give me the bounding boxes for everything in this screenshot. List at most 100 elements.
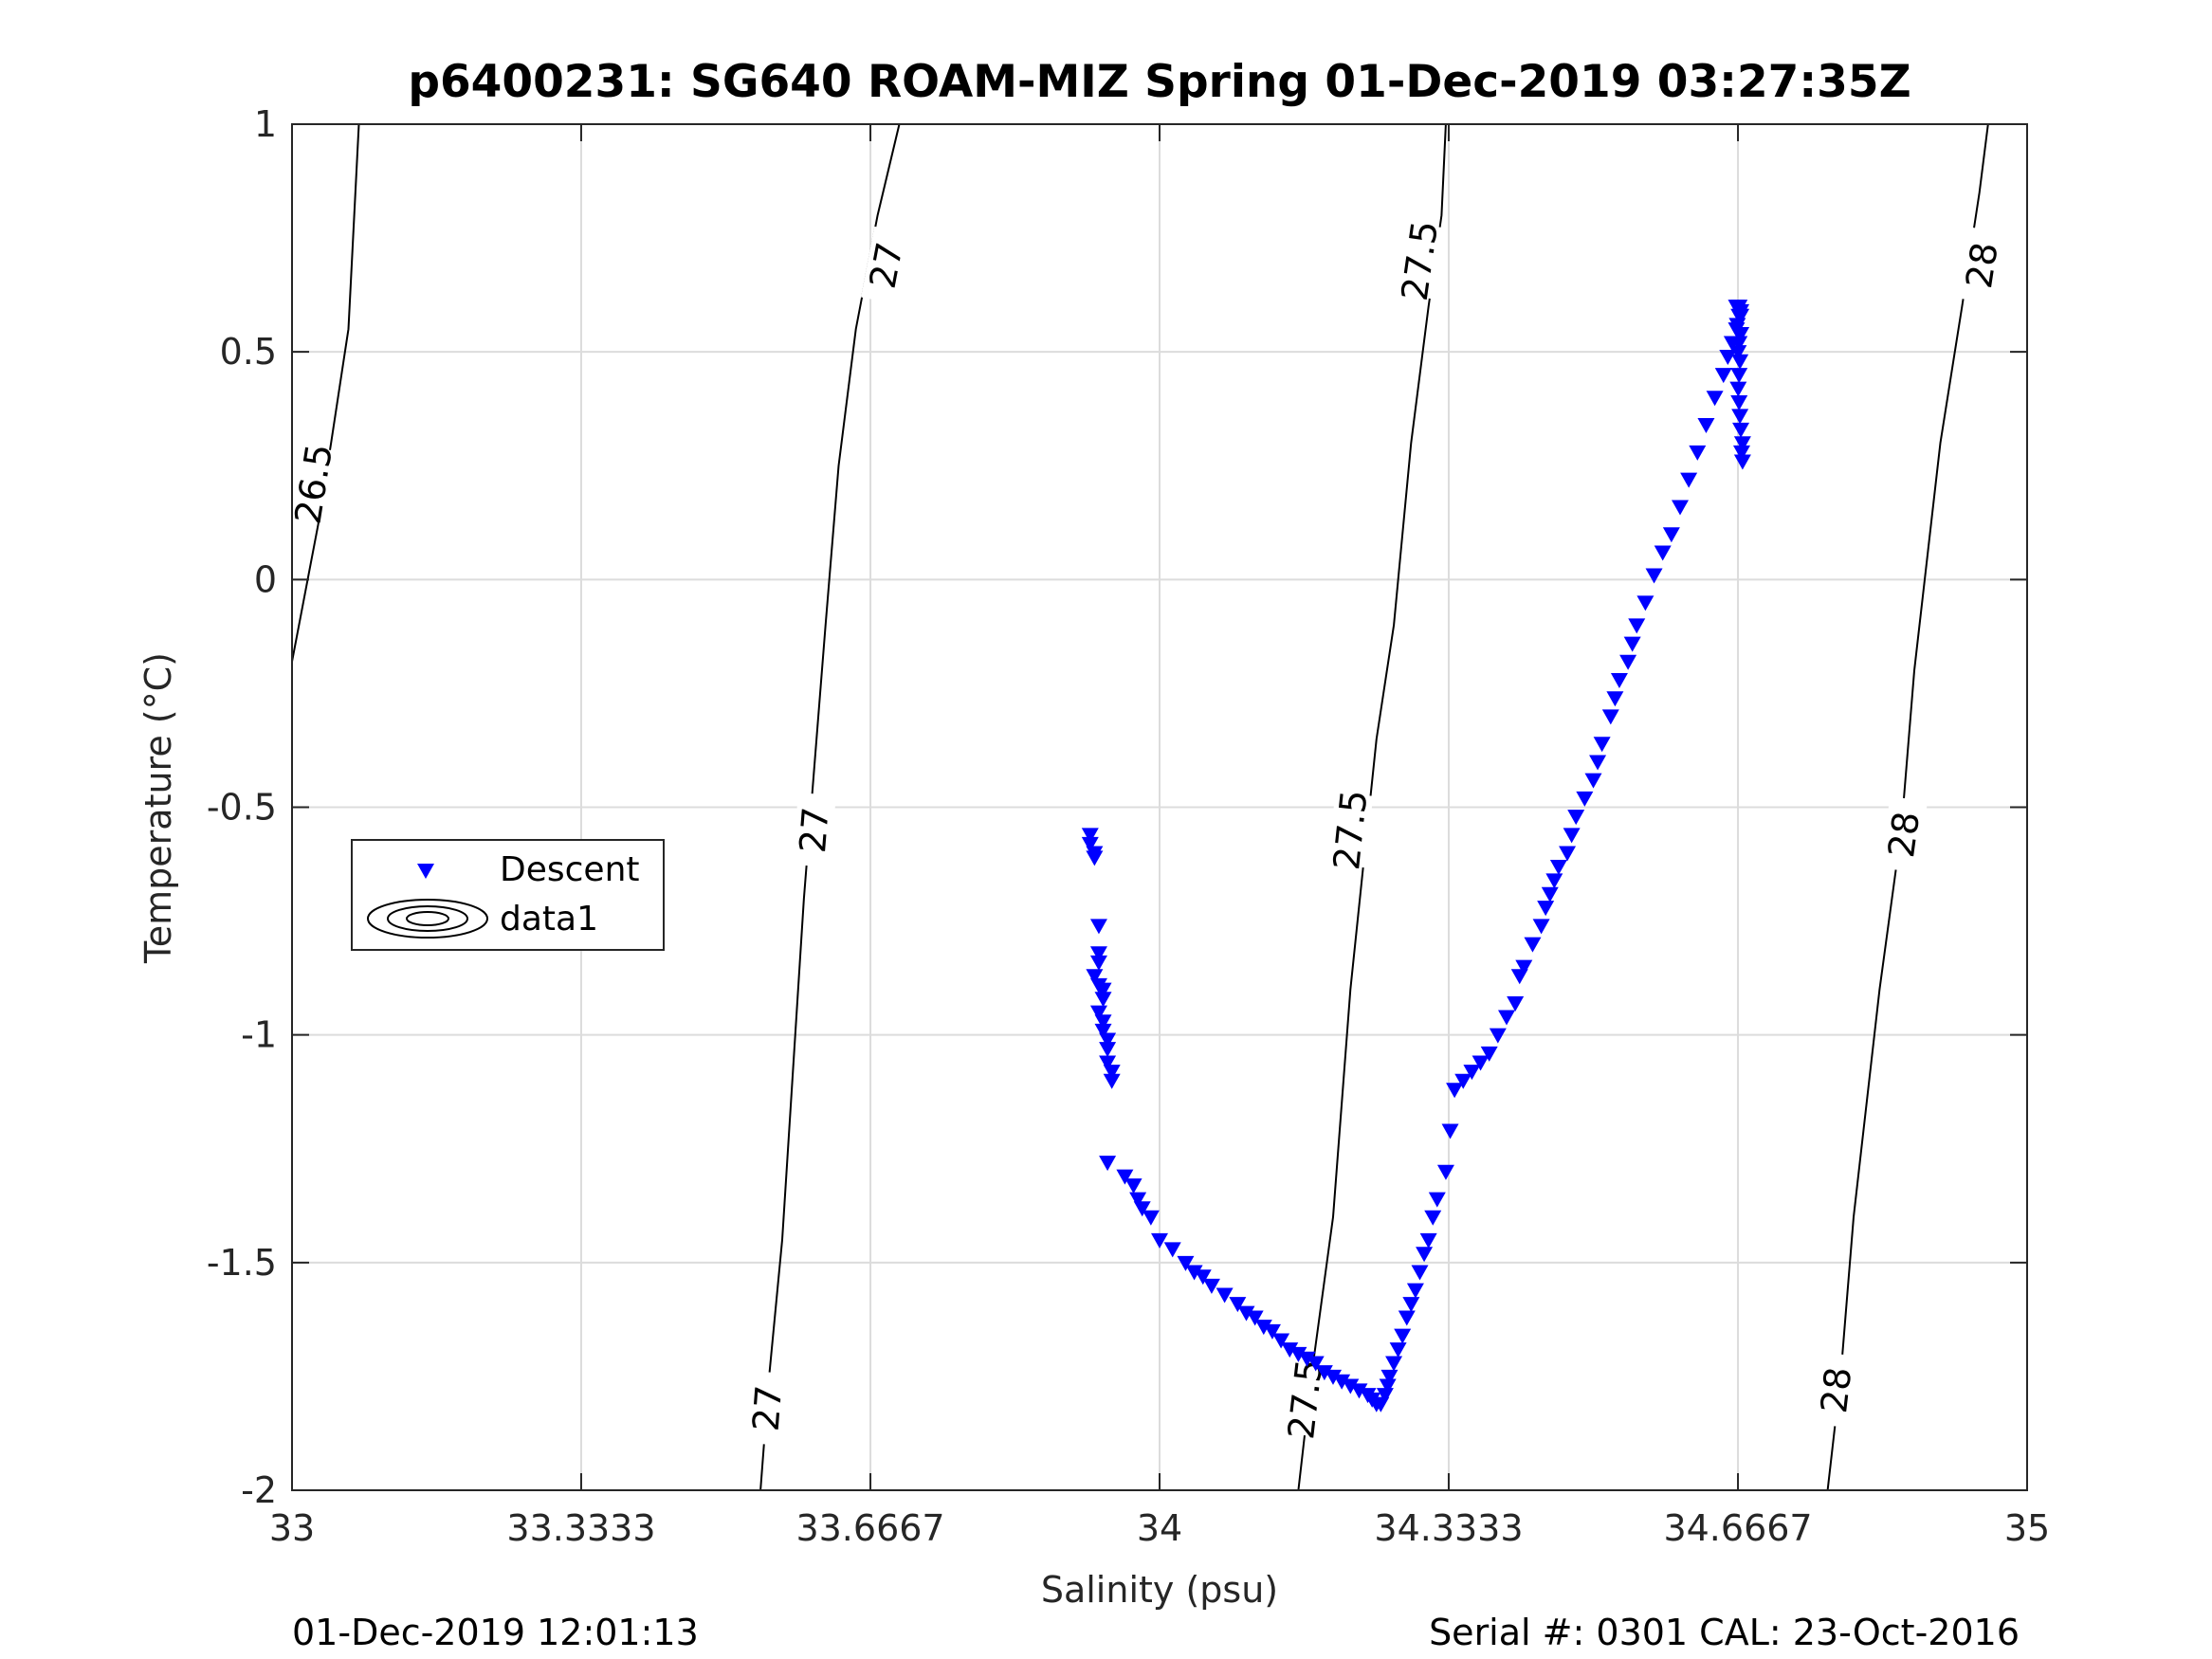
x-tick-label: 33 xyxy=(269,1507,315,1549)
contour-label: 28 xyxy=(1880,809,1928,860)
x-tick-label: 34 xyxy=(1137,1507,1182,1549)
descent-point xyxy=(1567,810,1585,826)
x-tick-label: 33.3333 xyxy=(506,1507,655,1549)
descent-point xyxy=(1719,349,1737,365)
descent-point xyxy=(1402,1297,1420,1313)
descent-point xyxy=(1216,1287,1234,1304)
descent-point xyxy=(1549,859,1567,875)
footer-serial-cal: Serial #: 0301 CAL: 23-Oct-2016 xyxy=(1429,1612,2020,1653)
descent-point xyxy=(1124,1178,1143,1194)
descent-point xyxy=(1394,1328,1412,1344)
descent-point xyxy=(1524,937,1542,953)
density-contour-26.5 xyxy=(291,123,360,662)
descent-point xyxy=(1272,1333,1290,1349)
descent-point xyxy=(1489,1028,1507,1044)
descent-point xyxy=(1081,828,1099,844)
descent-point xyxy=(1298,1351,1316,1367)
contour-label-gap xyxy=(1327,792,1374,868)
descent-point xyxy=(1385,1356,1403,1372)
descent-point xyxy=(1697,418,1715,434)
descent-point xyxy=(1706,391,1724,407)
descent-point xyxy=(1419,1232,1437,1249)
descent-point xyxy=(1103,1073,1121,1089)
contour-label: 27 xyxy=(792,806,837,855)
contour-label-gap xyxy=(1813,1352,1859,1429)
descent-point xyxy=(1636,595,1654,611)
descent-point xyxy=(1730,308,1748,324)
contour-label-gap xyxy=(1957,227,2006,304)
descent-point xyxy=(1229,1297,1247,1313)
descent-point xyxy=(1376,1388,1394,1404)
legend-descent-label: Descent xyxy=(500,850,640,889)
descent-point xyxy=(1103,1065,1121,1081)
descent-point xyxy=(1732,422,1750,438)
descent-point xyxy=(1380,1369,1398,1385)
descent-point xyxy=(1730,395,1748,411)
descent-point xyxy=(1662,527,1680,543)
y-tick-label: -0.5 xyxy=(207,787,277,829)
descent-point xyxy=(1606,691,1624,707)
contour-label-gap xyxy=(861,226,912,304)
y-tick-label: 0 xyxy=(254,558,277,600)
y-axis-label: Temperature (°C) xyxy=(137,652,179,964)
descent-point xyxy=(1545,873,1563,889)
x-tick-label: 34.6667 xyxy=(1663,1507,1812,1549)
descent-point xyxy=(1689,445,1707,461)
descent-point xyxy=(1680,472,1698,488)
descent-point xyxy=(1515,959,1533,975)
contour-label: 27 xyxy=(862,239,911,292)
descent-point xyxy=(1379,1378,1397,1395)
descent-point xyxy=(1094,1023,1112,1039)
descent-point xyxy=(1406,1283,1424,1299)
contour-label: 28 xyxy=(1958,240,2006,291)
descent-point xyxy=(1263,1323,1281,1340)
descent-point xyxy=(1089,919,1107,935)
descent-point xyxy=(1714,368,1732,384)
descent-point xyxy=(1731,409,1749,425)
descent-point xyxy=(1129,1192,1147,1208)
descent-point xyxy=(1086,969,1104,985)
descent-point xyxy=(1729,381,1747,397)
descent-point xyxy=(1436,1164,1454,1180)
descent-point xyxy=(1099,1042,1117,1058)
descent-point xyxy=(1672,500,1689,516)
descent-point xyxy=(1094,982,1112,998)
descent-point xyxy=(1563,828,1581,844)
descent-point xyxy=(1541,886,1559,902)
descent-point xyxy=(1099,1032,1117,1048)
descent-point xyxy=(1194,1269,1212,1285)
descent-point xyxy=(1254,1320,1272,1336)
descent-point xyxy=(1099,1055,1117,1071)
descent-point xyxy=(1389,1342,1407,1358)
descent-point xyxy=(1411,1265,1429,1281)
descent-point xyxy=(1089,946,1107,962)
descent-point xyxy=(1729,345,1747,361)
descent-point xyxy=(1089,1005,1107,1021)
contour-label: 27.5 xyxy=(1325,788,1376,872)
contour-label-gap xyxy=(792,793,836,867)
descent-point xyxy=(1237,1305,1255,1322)
x-tick-label: 35 xyxy=(2004,1507,2050,1549)
descent-point xyxy=(1350,1383,1368,1399)
descent-point xyxy=(1307,1356,1325,1372)
descent-point xyxy=(1089,955,1107,971)
descent-point xyxy=(1202,1278,1220,1294)
descent-point xyxy=(1142,1210,1160,1226)
descent-point xyxy=(1163,1242,1181,1258)
descent-point xyxy=(1732,445,1750,461)
descent-series xyxy=(1081,300,1751,1413)
descent-point xyxy=(1133,1201,1151,1217)
x-tick-label: 33.6667 xyxy=(795,1507,944,1549)
descent-point xyxy=(1537,901,1555,917)
y-tick-label: -1.5 xyxy=(207,1242,277,1284)
descent-point xyxy=(1099,1156,1117,1172)
contour-label-gap xyxy=(1396,222,1444,300)
descent-point xyxy=(1645,568,1663,584)
axis-ticks: 33 33.3333 33.6667 34 34.3333 34.6667 35 1 0.5 0 -… xyxy=(207,103,2050,1549)
descent-point xyxy=(1398,1310,1416,1326)
descent-point xyxy=(1151,1232,1168,1249)
descent-point xyxy=(1281,1342,1299,1358)
